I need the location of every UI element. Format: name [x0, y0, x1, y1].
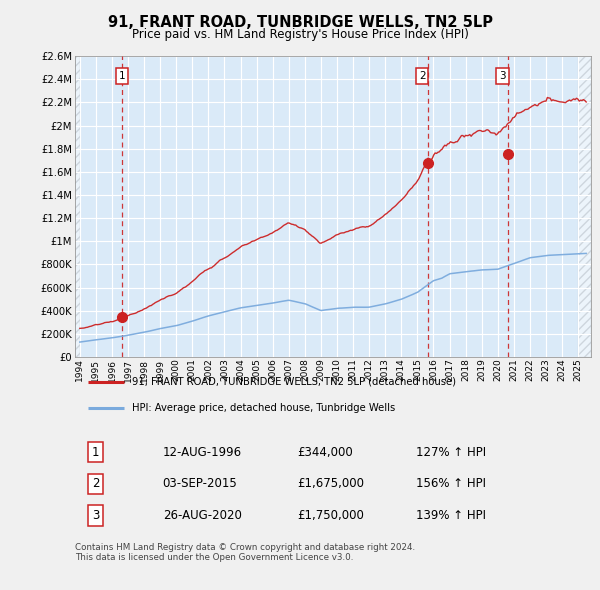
Text: 26-AUG-2020: 26-AUG-2020 [163, 509, 242, 522]
Text: 03-SEP-2015: 03-SEP-2015 [163, 477, 238, 490]
Text: Contains HM Land Registry data © Crown copyright and database right 2024.
This d: Contains HM Land Registry data © Crown c… [75, 543, 415, 562]
Text: 2: 2 [92, 477, 100, 490]
Text: 1: 1 [92, 445, 100, 458]
Text: £1,675,000: £1,675,000 [297, 477, 364, 490]
Text: HPI: Average price, detached house, Tunbridge Wells: HPI: Average price, detached house, Tunb… [132, 402, 395, 412]
Text: 1: 1 [119, 71, 125, 81]
Text: 91, FRANT ROAD, TUNBRIDGE WELLS, TN2 5LP (detached house): 91, FRANT ROAD, TUNBRIDGE WELLS, TN2 5LP… [132, 377, 456, 387]
Text: 156% ↑ HPI: 156% ↑ HPI [416, 477, 485, 490]
Text: Price paid vs. HM Land Registry's House Price Index (HPI): Price paid vs. HM Land Registry's House … [131, 28, 469, 41]
Text: 3: 3 [499, 71, 506, 81]
Text: £1,750,000: £1,750,000 [297, 509, 364, 522]
Text: 3: 3 [92, 509, 100, 522]
Text: 127% ↑ HPI: 127% ↑ HPI [416, 445, 485, 458]
Text: 139% ↑ HPI: 139% ↑ HPI [416, 509, 485, 522]
Text: 2: 2 [419, 71, 425, 81]
Text: 12-AUG-1996: 12-AUG-1996 [163, 445, 242, 458]
Text: 91, FRANT ROAD, TUNBRIDGE WELLS, TN2 5LP: 91, FRANT ROAD, TUNBRIDGE WELLS, TN2 5LP [107, 15, 493, 30]
Text: £344,000: £344,000 [297, 445, 353, 458]
